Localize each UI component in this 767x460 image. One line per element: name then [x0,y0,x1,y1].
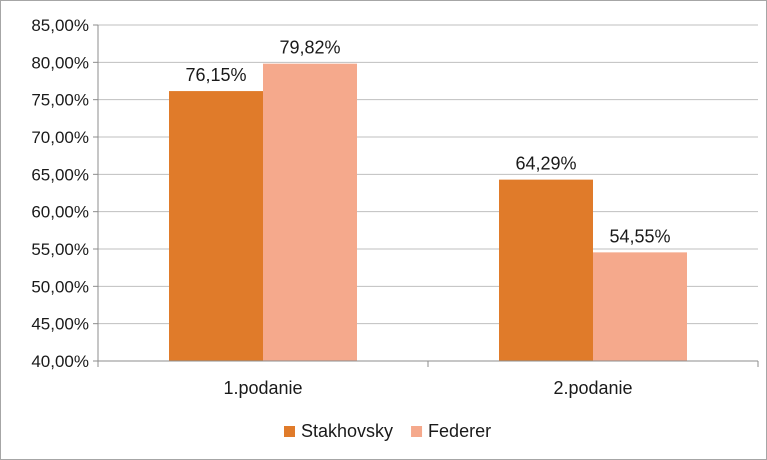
bar-stakhovsky-1 [169,91,263,361]
bars [169,63,687,361]
data-label-federer-2: 54,55% [609,226,670,246]
legend-item-federer: Federer [411,421,491,441]
y-tick-label: 65,00% [31,165,89,184]
y-tick-label: 55,00% [31,240,89,259]
x-axis-categories: 1.podanie 2.podanie [223,378,632,398]
legend-label-federer: Federer [428,421,491,441]
data-label-federer-1: 79,82% [279,38,340,58]
legend-label-stakhovsky: Stakhovsky [301,421,393,441]
legend: Stakhovsky Federer [284,421,491,441]
axes [97,25,759,367]
y-tick-label: 70,00% [31,128,89,147]
y-tick-label: 80,00% [31,53,89,72]
y-tick-label: 50,00% [31,277,89,296]
y-axis-ticks: 40,00% 45,00% 50,00% 55,00% 60,00% 65,00% 70,0… [31,16,98,371]
bar-federer-1 [263,63,357,361]
bar-stakhovsky-2 [499,179,593,361]
legend-swatch-federer [411,426,423,437]
y-tick-label: 45,00% [31,315,89,334]
legend-item-stakhovsky: Stakhovsky [284,421,393,441]
legend-swatch-stakhovsky [284,426,295,437]
y-tick-label: 85,00% [31,16,89,35]
x-category-label: 2.podanie [553,378,632,398]
data-labels: 76,15% 79,82% 64,29% 54,55% [185,38,670,247]
data-label-stakhovsky-1: 76,15% [185,65,246,85]
data-label-stakhovsky-2: 64,29% [515,154,576,174]
y-tick-label: 60,00% [31,203,89,222]
y-tick-label: 75,00% [31,91,89,110]
y-tick-label: 40,00% [31,352,89,371]
x-category-label: 1.podanie [223,378,302,398]
bar-federer-2 [593,252,687,361]
